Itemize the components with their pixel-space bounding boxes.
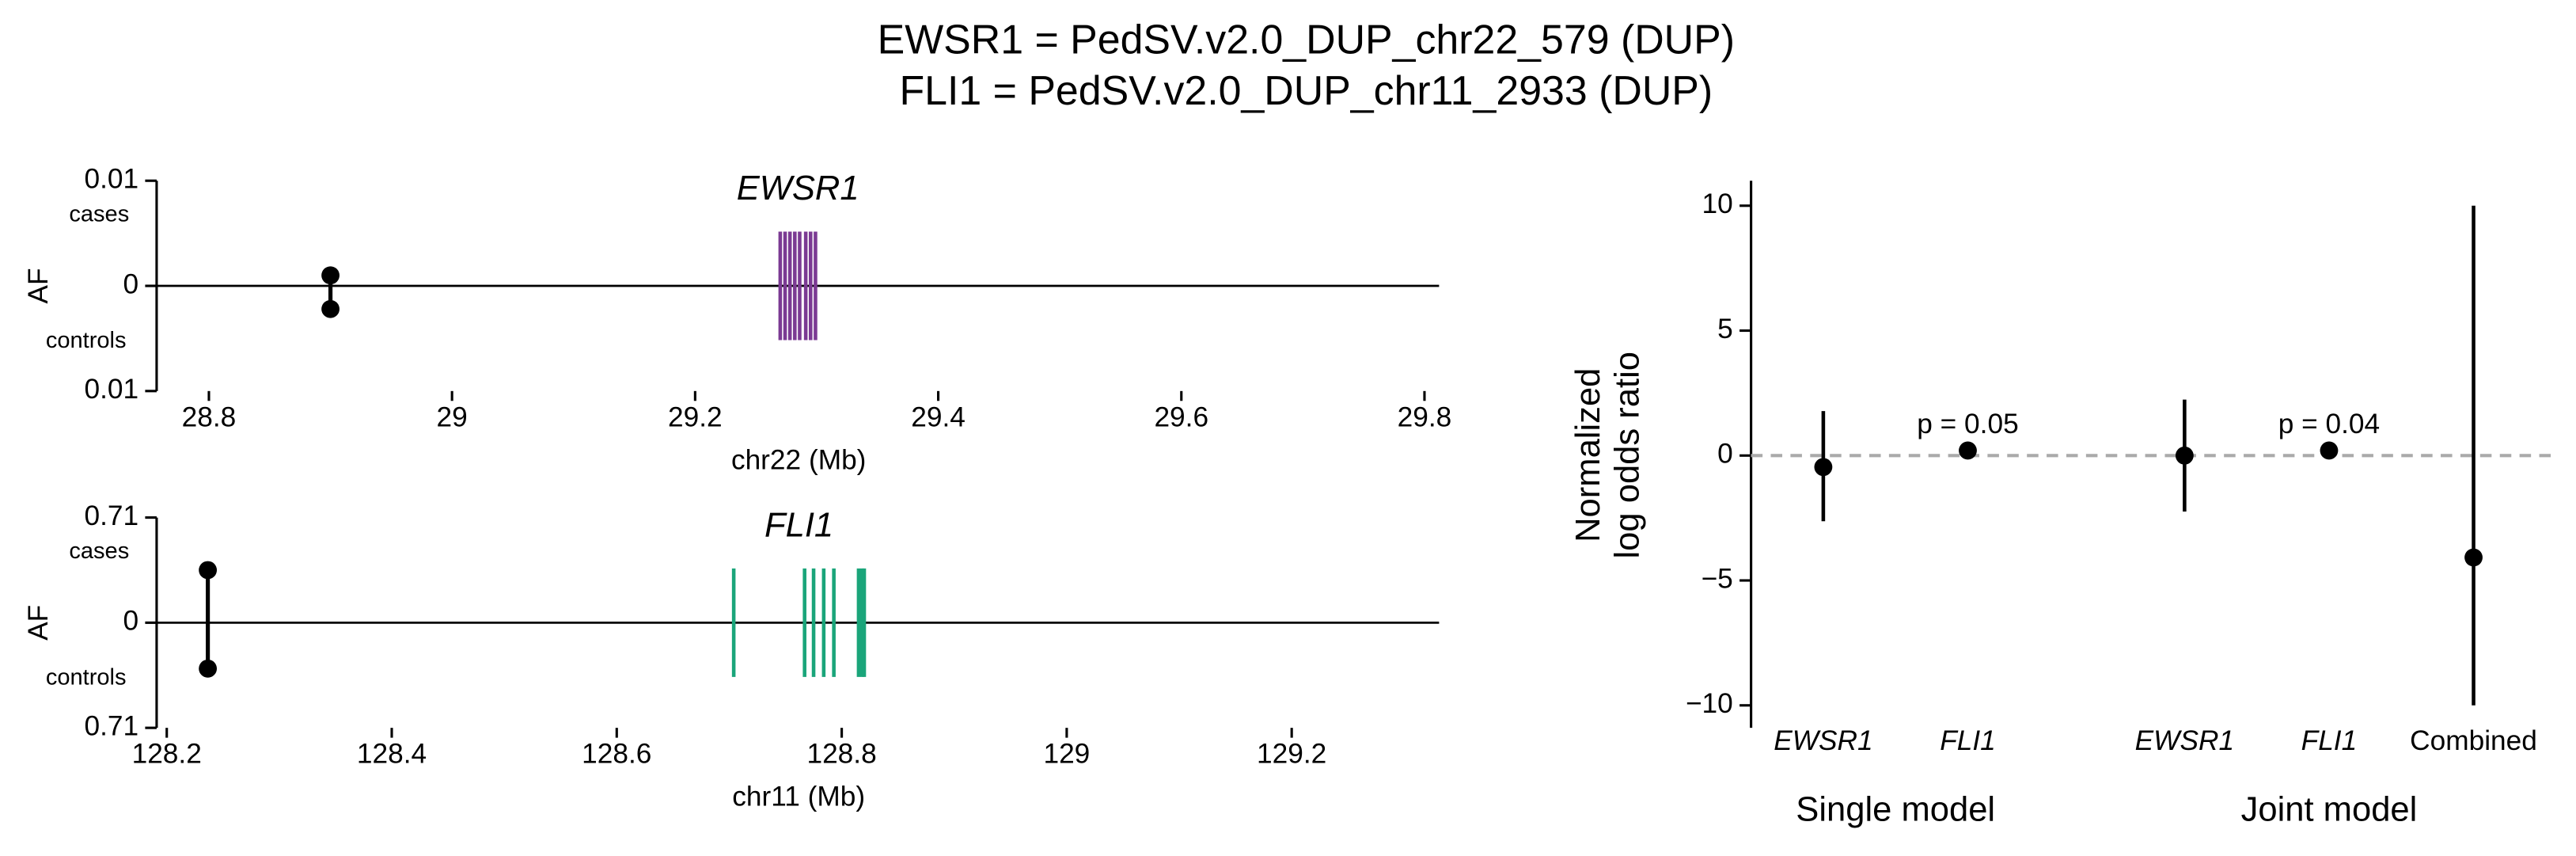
title-line: FLI1 = PedSV.v2.0_DUP_chr11_2933 (DUP) bbox=[899, 67, 1713, 113]
y-tick-label: 0 bbox=[1717, 439, 1733, 470]
x-tick-label: 128.2 bbox=[132, 739, 202, 770]
y-axis-label: log odds ratio bbox=[1609, 352, 1647, 559]
y-axis-label: AF bbox=[23, 268, 54, 303]
cases-dot bbox=[321, 266, 340, 285]
x-tick-label: 29.4 bbox=[911, 401, 966, 432]
y-tick-label: −10 bbox=[1686, 688, 1733, 719]
point bbox=[2320, 441, 2339, 460]
y-tick-label: 10 bbox=[1702, 188, 1733, 219]
controls-dot bbox=[199, 659, 218, 678]
x-axis-label: chr11 (Mb) bbox=[732, 782, 865, 812]
y-axis-label: AF bbox=[23, 605, 54, 641]
gene-label: FLI1 bbox=[764, 507, 833, 545]
x-tick-label: 128.8 bbox=[806, 739, 876, 770]
cases-label: cases bbox=[69, 538, 129, 564]
x-tick-label: 29.8 bbox=[1398, 401, 1452, 432]
cases-dot bbox=[199, 561, 218, 580]
y-tick-label: 0.01 bbox=[84, 164, 138, 195]
point bbox=[1814, 458, 1833, 477]
x-tick-label: EWSR1 bbox=[1774, 725, 1872, 756]
controls-dot bbox=[321, 299, 340, 318]
y-axis-label: Normalized bbox=[1569, 368, 1607, 542]
y-tick-label: 5 bbox=[1717, 314, 1733, 344]
controls-label: controls bbox=[46, 665, 127, 691]
y-tick-label: 0 bbox=[123, 606, 138, 637]
y-tick-label: 0 bbox=[123, 268, 138, 299]
x-tick-label: 28.8 bbox=[182, 401, 237, 432]
gene-label: EWSR1 bbox=[737, 169, 859, 207]
y-tick-label: −5 bbox=[1702, 563, 1733, 594]
p-label: p = 0.04 bbox=[2278, 409, 2380, 439]
x-axis-label: chr22 (Mb) bbox=[731, 444, 867, 475]
x-tick-label: 129.2 bbox=[1257, 739, 1326, 770]
y-tick-label: 0.71 bbox=[84, 710, 138, 741]
x-tick-label: 128.4 bbox=[357, 739, 427, 770]
controls-label: controls bbox=[46, 328, 127, 353]
p-label: p = 0.05 bbox=[1917, 409, 2018, 439]
y-tick-label: 0.01 bbox=[84, 374, 138, 405]
point bbox=[1959, 441, 1977, 460]
point bbox=[2464, 548, 2483, 567]
y-tick-label: 0.71 bbox=[84, 500, 138, 531]
point bbox=[2175, 446, 2194, 465]
x-tick-label: 29.2 bbox=[668, 401, 723, 432]
x-tick-label: FLI1 bbox=[2301, 725, 2358, 756]
x-tick-label: FLI1 bbox=[1940, 725, 1996, 756]
x-tick-label: EWSR1 bbox=[2135, 725, 2234, 756]
group-label: Single model bbox=[1796, 790, 1995, 828]
title-line: EWSR1 = PedSV.v2.0_DUP_chr22_579 (DUP) bbox=[878, 17, 1735, 63]
x-tick-label: 128.6 bbox=[582, 739, 651, 770]
x-tick-label: 129 bbox=[1043, 739, 1090, 770]
group-label: Joint model bbox=[2241, 790, 2418, 828]
x-tick-label: Combined bbox=[2410, 725, 2537, 756]
x-tick-label: 29.6 bbox=[1154, 401, 1208, 432]
cases-label: cases bbox=[69, 201, 129, 226]
x-tick-label: 29 bbox=[437, 401, 468, 432]
